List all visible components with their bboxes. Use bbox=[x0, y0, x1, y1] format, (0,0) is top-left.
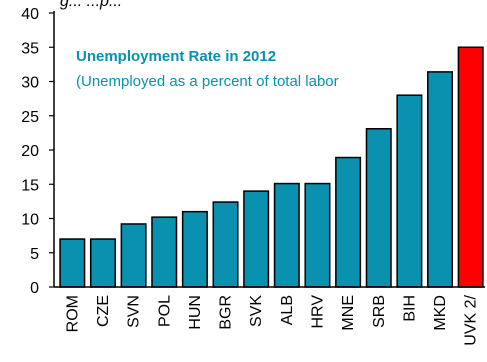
bar-mne bbox=[335, 156, 362, 288]
bar-uvk-2 bbox=[457, 46, 484, 288]
x-tick-label: ALB bbox=[279, 295, 296, 325]
x-tick-label: SVN bbox=[126, 295, 143, 328]
x-tick-label: HRV bbox=[309, 295, 326, 329]
y-tick-label: 40 bbox=[21, 6, 39, 23]
y-tick-label: 5 bbox=[30, 246, 39, 263]
x-tick-label: BIH bbox=[401, 295, 418, 322]
x-tick-label: BGR bbox=[218, 295, 235, 330]
x-tick-label: UVK 2/ bbox=[463, 294, 480, 345]
bar-hrv bbox=[304, 182, 331, 288]
bars bbox=[59, 46, 484, 288]
y-tick-label: 0 bbox=[30, 280, 39, 297]
bar-alb bbox=[273, 182, 300, 288]
y-tick-label: 35 bbox=[21, 40, 39, 57]
chart-title: Unemployment Rate in 2012 bbox=[76, 48, 276, 65]
bar-rom bbox=[59, 238, 86, 288]
x-tick-label: MKD bbox=[432, 295, 449, 331]
bar-svn bbox=[120, 223, 147, 288]
x-tick-label: MNE bbox=[340, 295, 357, 331]
y-tick-label: 25 bbox=[21, 109, 39, 126]
x-tick-label: POL bbox=[156, 295, 173, 327]
chart-subtitle: (Unemployed as a percent of total labor bbox=[76, 73, 339, 90]
bar-svk bbox=[243, 190, 270, 288]
x-tick-label: SRB bbox=[371, 295, 388, 328]
bar-mkd bbox=[427, 71, 454, 288]
y-tick-label: 20 bbox=[21, 143, 39, 160]
bar-pol bbox=[151, 216, 178, 288]
x-tick-label: CZE bbox=[95, 295, 112, 327]
x-axis-labels: ROM CZE SVN POL HUN BGR SVK ALB HRV MNE SRB BIH MKD U… bbox=[64, 294, 479, 345]
bar-bgr bbox=[212, 201, 239, 288]
y-tick-label: 30 bbox=[21, 75, 39, 92]
bar-srb bbox=[365, 128, 392, 288]
x-tick-label: SVK bbox=[248, 295, 265, 327]
x-tick-label: HUN bbox=[187, 295, 204, 330]
bar-bih bbox=[396, 94, 423, 288]
y-tick-label: 15 bbox=[21, 177, 39, 194]
bar-hun bbox=[181, 210, 208, 288]
y-axis-ticks: 0 5 10 15 20 25 30 35 40 bbox=[21, 6, 54, 297]
x-tick-label: ROM bbox=[64, 295, 81, 332]
y-tick-label: 10 bbox=[21, 212, 39, 229]
top-clipped-text: g... ...p... bbox=[60, 0, 122, 10]
bar-cze bbox=[89, 238, 116, 288]
